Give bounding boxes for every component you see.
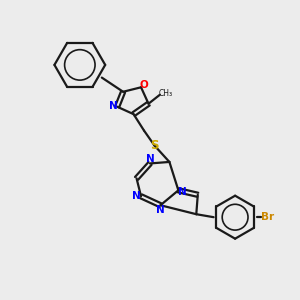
Text: N: N <box>146 154 154 164</box>
Text: N: N <box>156 205 165 215</box>
Text: N: N <box>178 187 187 197</box>
Text: CH₃: CH₃ <box>158 89 172 98</box>
Text: Br: Br <box>261 212 274 222</box>
Text: O: O <box>139 80 148 90</box>
Text: S: S <box>151 139 159 152</box>
Text: N: N <box>109 101 118 111</box>
Text: N: N <box>133 191 141 201</box>
